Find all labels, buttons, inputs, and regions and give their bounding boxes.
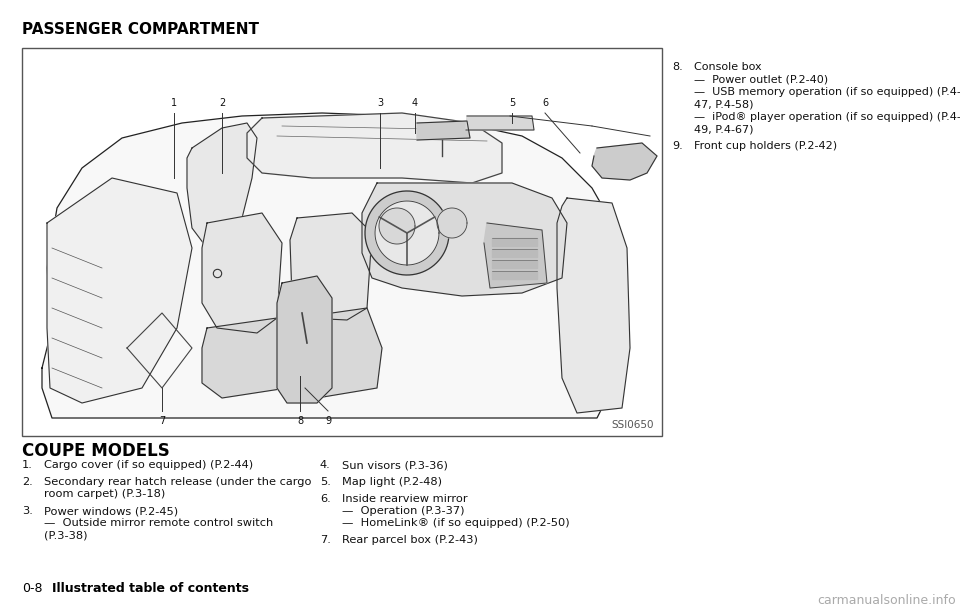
Text: Sun visors (P.3-36): Sun visors (P.3-36)	[342, 460, 448, 470]
Text: —  Outside mirror remote control switch: — Outside mirror remote control switch	[44, 518, 274, 528]
Text: (P.3-38): (P.3-38)	[44, 530, 87, 540]
Text: 9: 9	[324, 416, 331, 426]
Polygon shape	[47, 178, 192, 403]
Text: Power windows (P.2-45): Power windows (P.2-45)	[44, 506, 179, 516]
Bar	[492, 249, 537, 257]
Text: Secondary rear hatch release (under the cargo: Secondary rear hatch release (under the …	[44, 477, 311, 487]
Text: —  USB memory operation (if so equipped) (P.4-: — USB memory operation (if so equipped) …	[694, 87, 960, 97]
Text: 8: 8	[297, 416, 303, 426]
Text: 0-8: 0-8	[22, 582, 42, 595]
Polygon shape	[202, 213, 282, 333]
Bar	[492, 238, 537, 246]
Polygon shape	[379, 208, 415, 244]
Text: carmanualsonline.info: carmanualsonline.info	[817, 594, 956, 607]
Polygon shape	[187, 123, 257, 248]
Text: COUPE MODELS: COUPE MODELS	[22, 442, 170, 460]
Text: 1.: 1.	[22, 460, 33, 470]
Polygon shape	[417, 121, 470, 140]
Text: Front cup holders (P.2-42): Front cup holders (P.2-42)	[694, 141, 837, 151]
Text: Inside rearview mirror: Inside rearview mirror	[342, 494, 468, 504]
Polygon shape	[484, 223, 547, 288]
Text: 4: 4	[412, 98, 418, 108]
Text: Map light (P.2-48): Map light (P.2-48)	[342, 477, 442, 487]
Polygon shape	[437, 208, 467, 238]
Polygon shape	[290, 308, 382, 398]
Text: 2.: 2.	[22, 477, 33, 487]
Polygon shape	[375, 201, 439, 265]
Text: 9.: 9.	[672, 141, 683, 151]
Text: —  iPod® player operation (if so equipped) (P.4-: — iPod® player operation (if so equipped…	[694, 112, 960, 122]
Text: 3.: 3.	[22, 506, 33, 516]
Polygon shape	[42, 113, 622, 418]
Text: Illustrated table of contents: Illustrated table of contents	[52, 582, 249, 595]
Text: 5.: 5.	[320, 477, 331, 487]
Text: Cargo cover (if so equipped) (P.2-44): Cargo cover (if so equipped) (P.2-44)	[44, 460, 253, 470]
Text: PASSENGER COMPARTMENT: PASSENGER COMPARTMENT	[22, 22, 259, 37]
Polygon shape	[362, 183, 567, 296]
Text: 7: 7	[158, 416, 165, 426]
Polygon shape	[277, 276, 332, 403]
Text: 2: 2	[219, 98, 226, 108]
Text: 1: 1	[171, 98, 177, 108]
Text: —  Operation (P.3-37): — Operation (P.3-37)	[342, 506, 465, 516]
Text: 7.: 7.	[320, 535, 331, 545]
Text: 6: 6	[542, 98, 548, 108]
Text: 4.: 4.	[320, 460, 331, 470]
Polygon shape	[557, 198, 630, 413]
Text: 47, P.4-58): 47, P.4-58)	[694, 100, 754, 109]
Bar	[22, 48, 662, 436]
Text: 49, P.4-67): 49, P.4-67)	[694, 125, 754, 134]
Polygon shape	[290, 213, 372, 320]
Text: Console box: Console box	[694, 62, 761, 72]
Text: room carpet) (P.3-18): room carpet) (P.3-18)	[44, 489, 165, 499]
Text: 6.: 6.	[320, 494, 331, 504]
Text: 8.: 8.	[672, 62, 683, 72]
Bar	[492, 271, 537, 279]
Bar	[492, 260, 537, 268]
Text: —  Power outlet (P.2-40): — Power outlet (P.2-40)	[694, 75, 828, 84]
Polygon shape	[247, 113, 502, 183]
Text: SSI0650: SSI0650	[612, 420, 654, 430]
Polygon shape	[592, 143, 657, 180]
Text: —  HomeLink® (if so equipped) (P.2-50): — HomeLink® (if so equipped) (P.2-50)	[342, 518, 569, 528]
Polygon shape	[365, 191, 449, 275]
Text: 5: 5	[509, 98, 516, 108]
Text: 3: 3	[377, 98, 383, 108]
Polygon shape	[466, 116, 534, 130]
Polygon shape	[202, 318, 292, 398]
Text: Rear parcel box (P.2-43): Rear parcel box (P.2-43)	[342, 535, 478, 545]
